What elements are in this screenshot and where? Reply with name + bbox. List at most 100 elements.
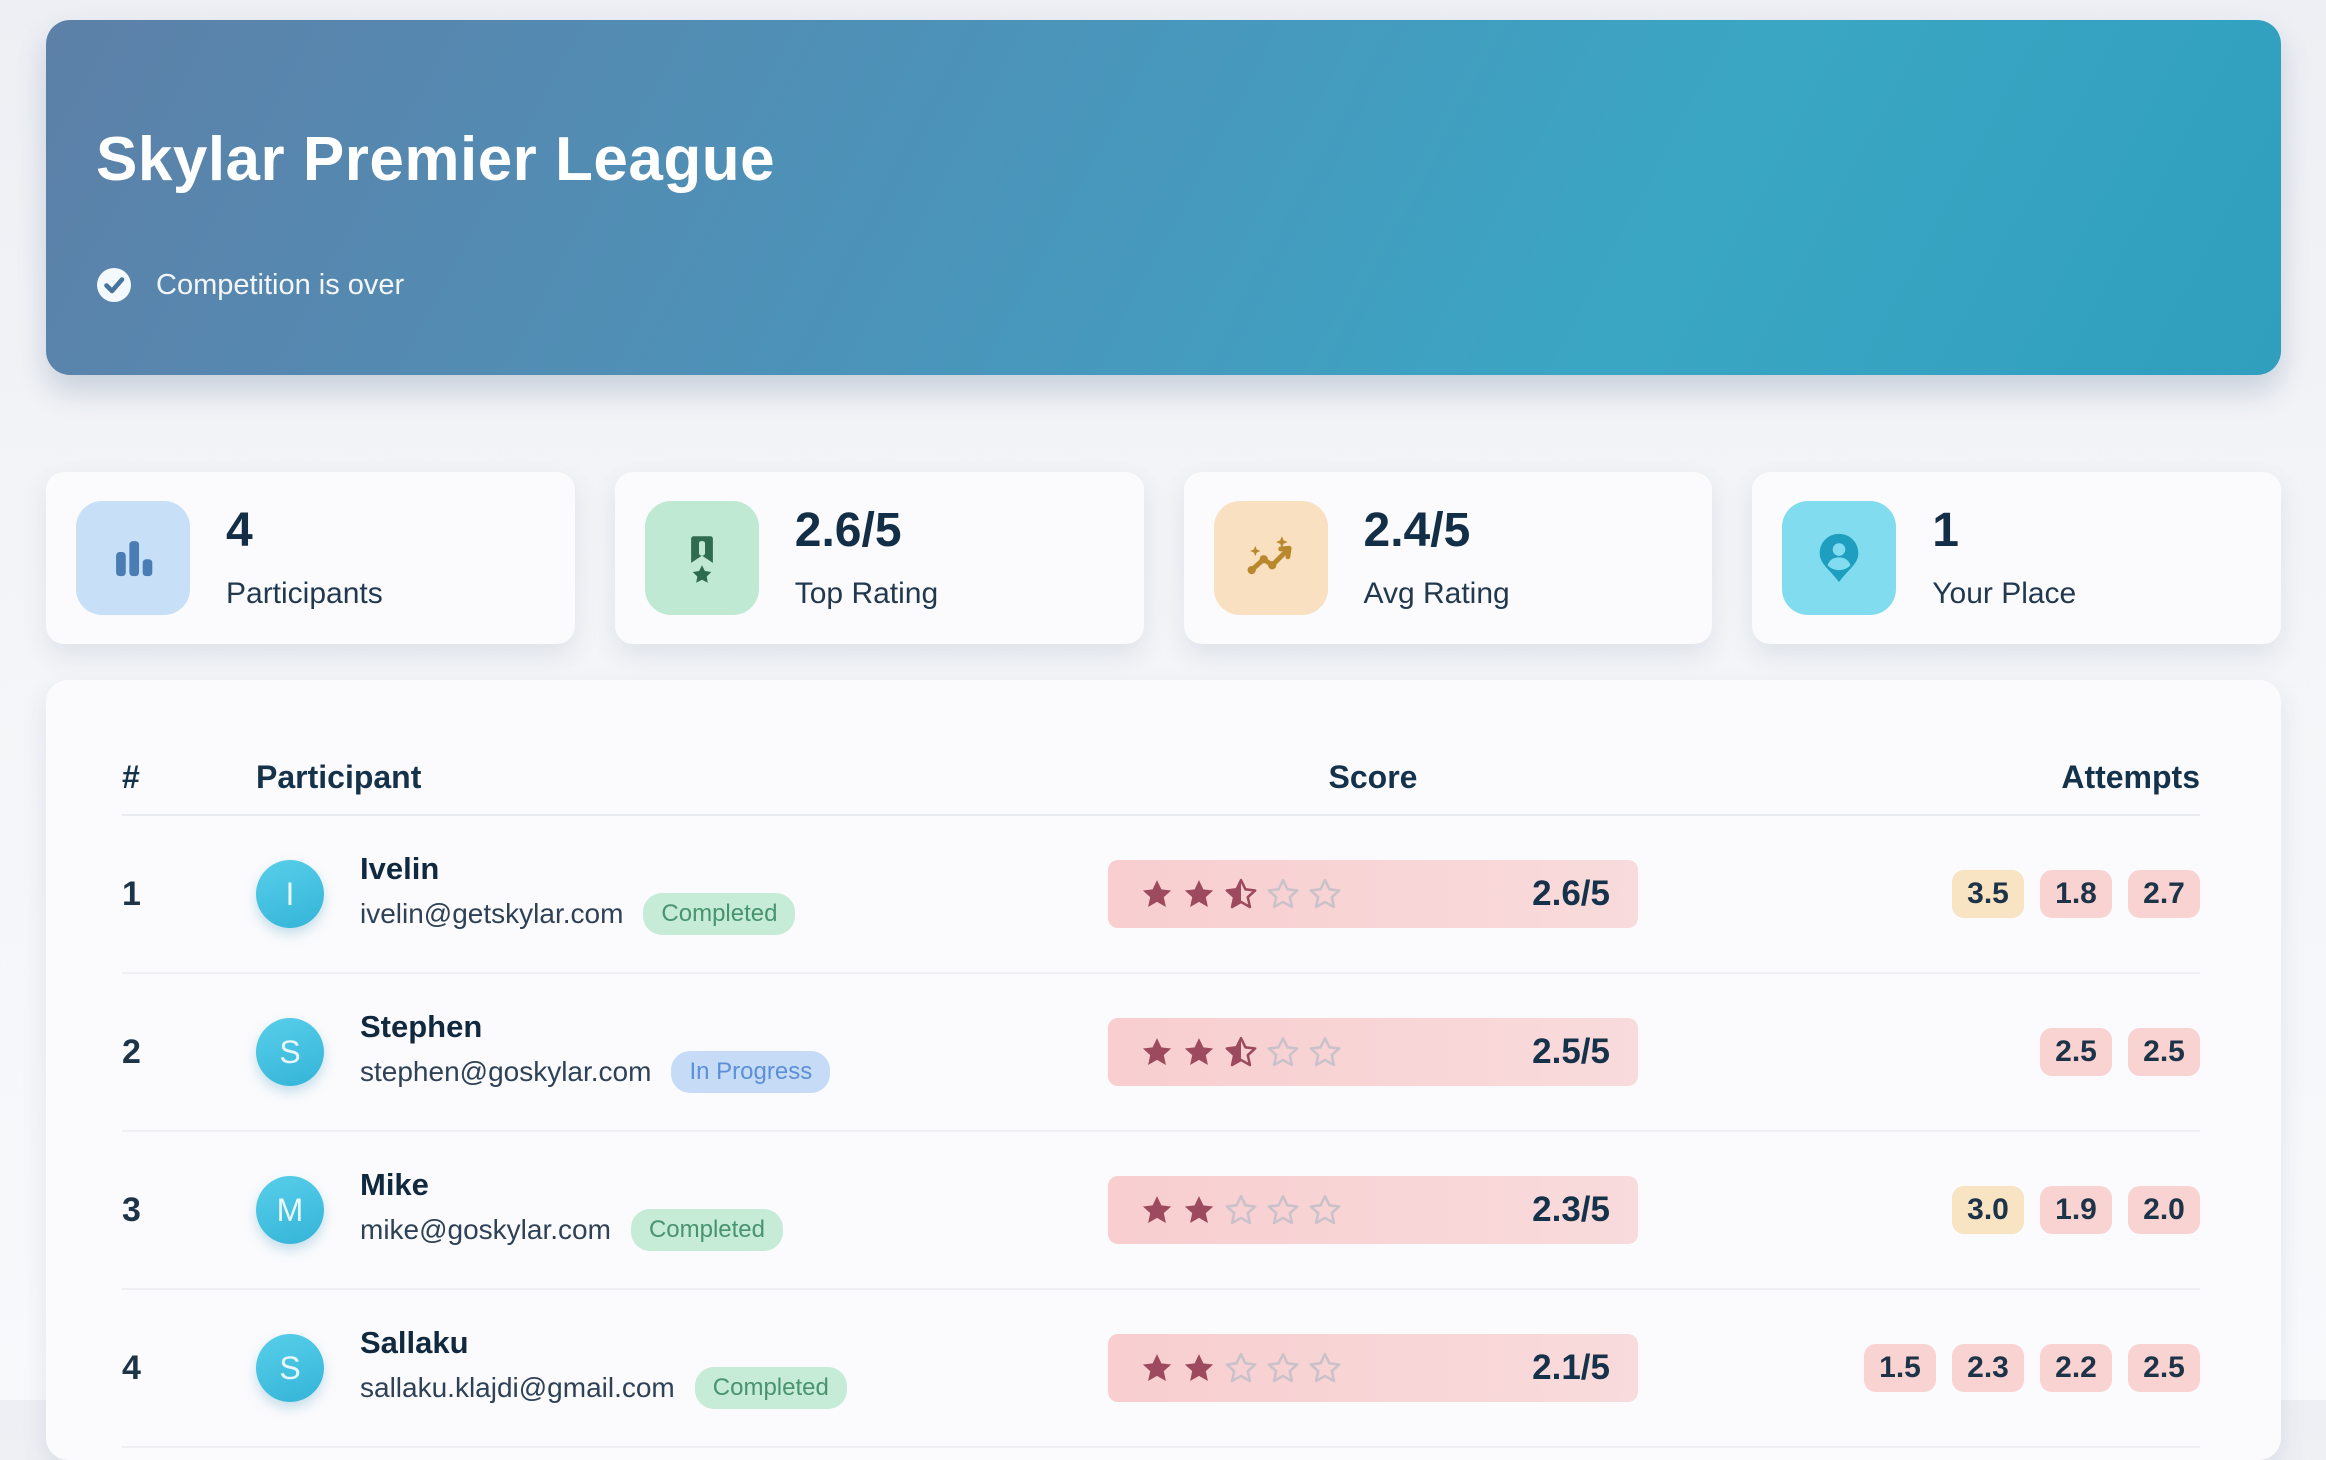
participant-name: Mike [360,1167,429,1202]
attempt-chip: 1.8 [2040,870,2112,918]
header-score: Score [1328,758,1418,795]
stat-card-your-place: 1 Your Place [1752,472,2281,644]
avatar: I [256,860,324,928]
stat-icon-tile [76,501,190,615]
attempts-cell: 3.5 1.8 2.7 [1638,870,2200,918]
attempt-chip: 2.2 [2040,1344,2112,1392]
check-circle-icon [97,268,131,302]
avatar: S [256,1334,324,1402]
table-row[interactable]: 3 M Mike mike@goskylar.com Completed 2.3/5 3.0… [122,1132,2200,1290]
stat-icon-tile [1782,501,1897,615]
stat-card-avg-rating: 2.4/5 Avg Rating [1183,472,1713,644]
score-value: 2.5/5 [1532,1032,1610,1071]
trending-up-icon [1247,536,1292,575]
participant-name: Ivelin [360,851,440,886]
stat-icon-tile [1213,501,1328,615]
score-value: 2.3/5 [1532,1190,1610,1229]
star-full-icon [1142,1196,1172,1224]
participant-email: sallaku.klajdi@gmail.com [360,1372,675,1403]
stat-value-your-place: 1 [1932,504,1959,557]
table-header-row: # Participant Score Attempts [122,680,2200,816]
table-row[interactable]: 1 I Ivelin ivelin@getskylar.com Completed 2.6… [122,816,2200,974]
attempt-chip: 1.9 [2040,1186,2112,1234]
participant-cell: I Ivelin ivelin@getskylar.com Completed [256,853,1108,935]
stats-row: 4 Participants 2.6/5 Top Rating [46,472,2281,644]
attempts-cell: 3.0 1.9 2.0 [1638,1186,2200,1234]
leaderboard-table: # Participant Score Attempts 1 I Ivelin ive… [46,680,2281,1460]
header-rank: # [122,758,140,795]
attempt-chip: 2.5 [2128,1028,2200,1076]
star-rating [1140,1035,1342,1069]
participant-name: Sallaku [360,1325,469,1360]
table-body: 1 I Ivelin ivelin@getskylar.com Completed 2.6… [122,816,2200,1448]
score-cell: 2.1/5 [1108,1334,1638,1402]
star-empty-icon [1225,1194,1257,1225]
competition-status-text: Competition is over [156,268,405,301]
stat-card-top-rating: 2.6/5 Top Rating [614,472,1144,644]
avatar: M [256,1176,324,1244]
star-empty-icon [1309,1036,1341,1067]
attempt-chip: 2.5 [2040,1028,2112,1076]
stat-icon-tile [644,501,759,615]
score-cell: 2.6/5 [1108,860,1638,928]
star-empty-icon [1309,878,1341,909]
avatar: S [256,1018,324,1086]
attempt-chip: 3.0 [1952,1186,2024,1234]
table-row[interactable]: 2 S Stephen stephen@goskylar.com In Progress… [122,974,2200,1132]
score-cell: 2.5/5 [1108,1018,1638,1086]
stat-value-participants: 4 [226,504,253,557]
star-rating [1140,1351,1342,1385]
table-row[interactable]: 4 S Sallaku sallaku.klajdi@gmail.com Complet… [122,1290,2200,1448]
star-empty-icon [1309,1352,1341,1383]
participant-email: ivelin@getskylar.com [360,898,624,929]
star-full-icon [1142,1354,1172,1382]
score-cell: 2.3/5 [1108,1176,1638,1244]
score-value: 2.6/5 [1532,874,1610,913]
star-empty-icon [1267,1036,1299,1067]
star-rating [1140,877,1342,911]
status-badge: Completed [630,1209,783,1251]
participant-cell: M Mike mike@goskylar.com Completed [256,1169,1108,1251]
star-full-icon [1184,1196,1214,1224]
score-pill: 2.6/5 [1108,860,1638,928]
attempt-chip: 1.5 [1864,1344,1936,1392]
star-full-icon [1142,880,1172,908]
stat-card-participants: 4 Participants [46,472,575,644]
stat-label-your-place: Your Place [1932,577,2077,610]
star-empty-icon [1309,1194,1341,1225]
star-half-icon [1225,878,1257,909]
participant-name: Stephen [360,1009,483,1044]
score-pill: 2.1/5 [1108,1334,1638,1402]
header-attempts: Attempts [2061,758,2200,795]
star-empty-icon [1267,1194,1299,1225]
header-participant: Participant [256,758,422,795]
star-empty-icon [1225,1352,1257,1383]
rank-cell: 3 [122,1190,141,1229]
score-pill: 2.3/5 [1108,1176,1638,1244]
competition-banner: Skylar Premier League Competition is ove… [46,20,2281,375]
star-full-icon [1142,1038,1172,1066]
stat-label-participants: Participants [226,577,383,610]
rank-cell: 2 [122,1032,141,1071]
stat-value-avg-rating: 2.4/5 [1363,504,1471,557]
attempt-chip: 3.5 [1952,870,2024,918]
rank-cell: 1 [122,874,141,913]
stat-label-top-rating: Top Rating [794,577,939,610]
attempts-cell: 2.5 2.5 [1638,1028,2200,1076]
rank-cell: 4 [122,1348,141,1387]
participant-email: stephen@goskylar.com [360,1056,652,1087]
star-empty-icon [1267,878,1299,909]
status-badge: Completed [694,1367,847,1409]
attempt-chip: 2.7 [2128,870,2200,918]
star-empty-icon [1267,1352,1299,1383]
attempt-chip: 2.5 [2128,1344,2200,1392]
star-rating [1140,1193,1342,1227]
stat-value-top-rating: 2.6/5 [794,504,902,557]
score-pill: 2.5/5 [1108,1018,1638,1086]
score-value: 2.1/5 [1532,1348,1610,1387]
star-half-icon [1225,1036,1257,1067]
attempts-cell: 1.5 2.3 2.2 2.5 [1638,1344,2200,1392]
bar-chart-icon [116,541,153,577]
participant-email: mike@goskylar.com [360,1214,611,1245]
medal-icon [690,536,713,583]
